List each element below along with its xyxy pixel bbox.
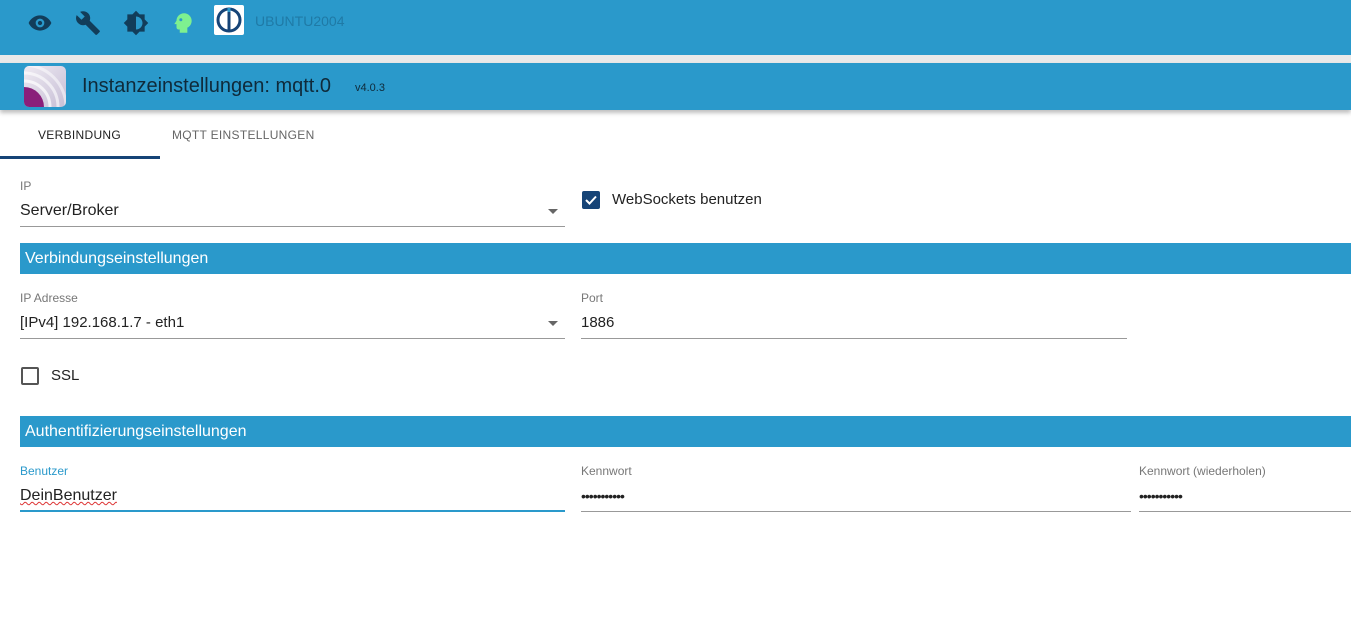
- underline: [1139, 511, 1351, 512]
- active-tab-indicator: [0, 156, 160, 159]
- underline: [20, 226, 565, 227]
- password-repeat-value[interactable]: •••••••••••: [1139, 488, 1183, 504]
- user-value[interactable]: DeinBenutzer: [20, 487, 117, 504]
- ip-value: Server/Broker: [20, 202, 119, 219]
- underline: [581, 511, 1131, 512]
- instance-header: Instanzeinstellungen: mqtt.0 v4.0.3: [0, 63, 1351, 110]
- tab-verbindung[interactable]: VERBINDUNG: [38, 128, 122, 142]
- user-label: Benutzer: [20, 464, 69, 478]
- mqtt-adapter-icon: [24, 66, 66, 107]
- port-value[interactable]: 1886: [581, 314, 615, 331]
- head-icon[interactable]: [170, 10, 196, 36]
- chevron-down-icon: [548, 321, 558, 326]
- tab-mqtt-einstellungen[interactable]: MQTT EINSTELLUNGEN: [172, 128, 315, 142]
- page-title: Instanzeinstellungen: mqtt.0: [82, 75, 332, 97]
- checkbox-checked-icon[interactable]: [582, 191, 600, 209]
- iobroker-logo[interactable]: [214, 5, 244, 35]
- version-label: v4.0.3: [355, 82, 385, 94]
- password-repeat-label: Kennwort (wiederholen): [1139, 464, 1266, 478]
- host-name: UBUNTU2004: [255, 13, 345, 29]
- wrench-icon[interactable]: [75, 10, 101, 36]
- port-label: Port: [581, 291, 604, 305]
- brightness-icon[interactable]: [123, 10, 149, 36]
- password-value[interactable]: •••••••••••: [581, 488, 625, 504]
- ssl-label: SSL: [51, 367, 80, 384]
- underline-focused: [20, 510, 565, 512]
- underline: [581, 338, 1127, 339]
- section-auth: Authentifizierungseinstellungen: [20, 416, 1351, 447]
- checkbox-unchecked-icon[interactable]: [21, 367, 39, 385]
- divider: [0, 55, 1351, 63]
- ip-address-label: IP Adresse: [20, 291, 78, 305]
- password-label: Kennwort: [581, 464, 632, 478]
- websockets-label: WebSockets benutzen: [612, 191, 762, 208]
- underline: [20, 338, 565, 339]
- ip-label: IP: [20, 179, 32, 193]
- ip-address-value: [IPv4] 192.168.1.7 - eth1: [20, 314, 185, 331]
- eye-icon[interactable]: [27, 10, 53, 36]
- chevron-down-icon: [548, 209, 558, 214]
- top-bar: UBUNTU2004: [0, 0, 1351, 55]
- section-connection: Verbindungseinstellungen: [20, 243, 1351, 274]
